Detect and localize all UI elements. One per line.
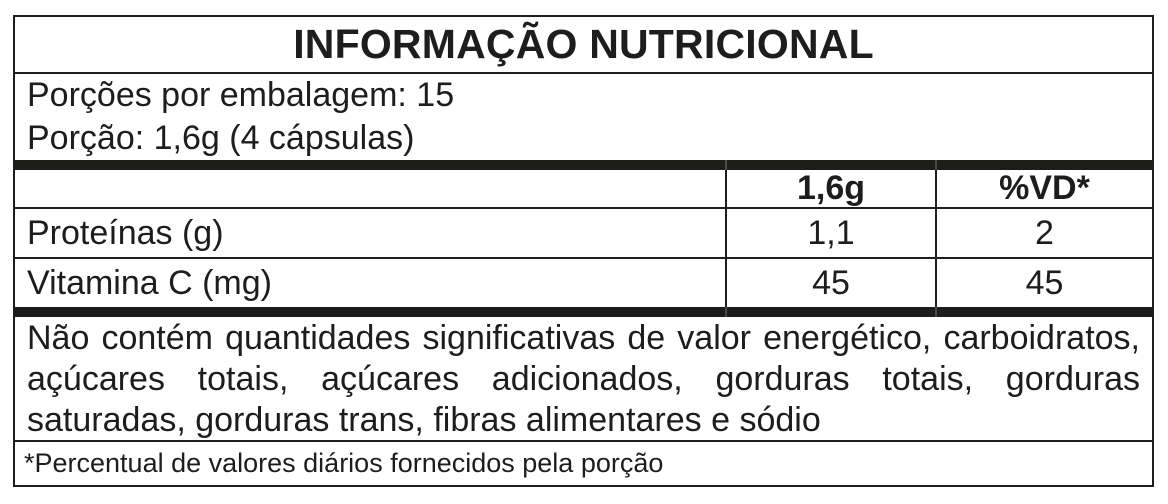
separator-bar-segment — [935, 160, 1152, 170]
separator-bar-segment — [725, 307, 935, 317]
footnote-text: *Percentual de valores diários fornecido… — [24, 448, 664, 478]
label-title: INFORMAÇÃO NUTRICIONAL — [293, 21, 874, 67]
nutrition-label: INFORMAÇÃO NUTRICIONAL Porções por embal… — [13, 15, 1154, 487]
header-amount-column: 1,6g — [725, 169, 935, 207]
table-row-proteinas: Proteínas (g) 1,1 2 — [15, 209, 1152, 259]
nutrient-amount: 45 — [725, 259, 935, 307]
nutrient-amount: 1,1 — [725, 209, 935, 257]
nutrient-name: Proteínas (g) — [27, 213, 224, 252]
disclaimer-text: Não contém quantidades significativas de… — [15, 317, 1152, 442]
header-vd-column: %VD* — [935, 169, 1152, 207]
header-nutrient-spacer — [15, 170, 725, 207]
nutrient-vd: 45 — [935, 259, 1152, 307]
servings-per-package: Porções por embalagem: 15 — [27, 76, 455, 114]
serving-info-section: Porções por embalagem: 15 Porção: 1,6g (… — [15, 74, 1152, 160]
separator-bar-segment — [15, 307, 725, 317]
label-title-row: INFORMAÇÃO NUTRICIONAL — [15, 17, 1152, 74]
separator-bar-segment — [725, 160, 935, 170]
nutrient-name: Vitamina C (mg) — [27, 263, 272, 302]
separator-bar-segment — [935, 307, 1152, 317]
nutrient-vd: 2 — [935, 209, 1152, 257]
table-header-row: 1,6g %VD* — [15, 169, 1152, 209]
separator-bar-bottom — [15, 307, 1152, 317]
table-row-vitamina-c: Vitamina C (mg) 45 45 — [15, 259, 1152, 307]
separator-bar-segment — [15, 160, 725, 170]
serving-size: Porção: 1,6g (4 cápsulas) — [27, 119, 415, 157]
separator-bar-top — [15, 160, 1152, 170]
